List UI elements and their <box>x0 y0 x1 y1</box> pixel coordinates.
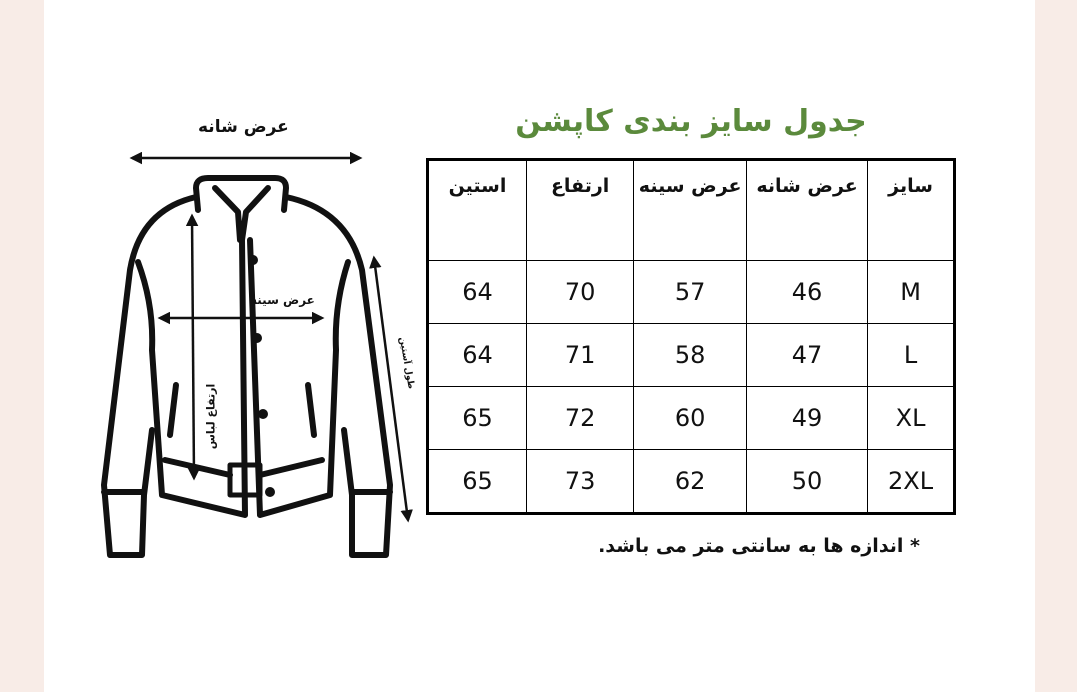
header-sleeve: استین <box>427 159 527 261</box>
jacket-diagram <box>101 151 413 558</box>
pocket-right <box>305 382 317 438</box>
cell: 46 <box>745 260 869 324</box>
cell: 49 <box>745 386 869 450</box>
header-size: سایز <box>867 159 955 261</box>
units-note: * اندازه ها به سانتی متر می باشد. <box>598 535 920 557</box>
cell: M <box>867 260 955 324</box>
cell: 65 <box>427 386 527 450</box>
cell: 50 <box>745 449 869 514</box>
cell: 47 <box>745 323 869 387</box>
size-table: سایز عرض شانه عرض سینه ارتفاع استین M 46… <box>426 158 956 515</box>
waistband-left <box>162 457 233 478</box>
table-row: XL 49 60 72 65 <box>427 386 955 450</box>
page-title: جدول سایز بندی کاپشن <box>515 104 867 139</box>
cell: 57 <box>633 260 747 324</box>
cell: XL <box>867 386 955 450</box>
collar <box>193 175 289 213</box>
chest-label: عرض سینه <box>250 293 315 307</box>
cell: 2XL <box>867 449 955 514</box>
header-shoulder: عرض شانه <box>745 159 869 261</box>
cell: 60 <box>633 386 747 450</box>
cell: 58 <box>633 323 747 387</box>
table-row: 2XL 50 62 73 65 <box>427 449 955 514</box>
table-header-row: سایز عرض شانه عرض سینه ارتفاع استین <box>427 159 955 261</box>
body-left <box>135 237 248 518</box>
cell: 73 <box>525 449 635 514</box>
cell: 70 <box>525 260 635 324</box>
left-sleeve <box>101 194 199 558</box>
length-arrow <box>185 213 201 481</box>
cell: 62 <box>633 449 747 514</box>
cell: 72 <box>525 386 635 450</box>
sleeve-arrow <box>369 255 413 523</box>
shoulder-label: عرض شانه <box>198 117 289 137</box>
cell: 71 <box>525 323 635 387</box>
cell: 65 <box>427 449 527 514</box>
cell: 64 <box>427 323 527 387</box>
waistband-right <box>257 457 325 478</box>
buttons <box>248 255 275 497</box>
hem <box>227 462 263 498</box>
table-row: L 47 58 71 64 <box>427 323 955 387</box>
pocket-left <box>167 382 179 438</box>
header-length: ارتفاع <box>525 159 635 261</box>
length-label: ارتفاع لباس <box>204 383 218 450</box>
body-right <box>247 237 351 518</box>
collar-inner <box>212 185 271 243</box>
table-row: M 46 57 70 64 <box>427 260 955 324</box>
cell: L <box>867 323 955 387</box>
right-sleeve <box>283 194 393 558</box>
cell: 64 <box>427 260 527 324</box>
header-chest: عرض سینه <box>633 159 747 261</box>
